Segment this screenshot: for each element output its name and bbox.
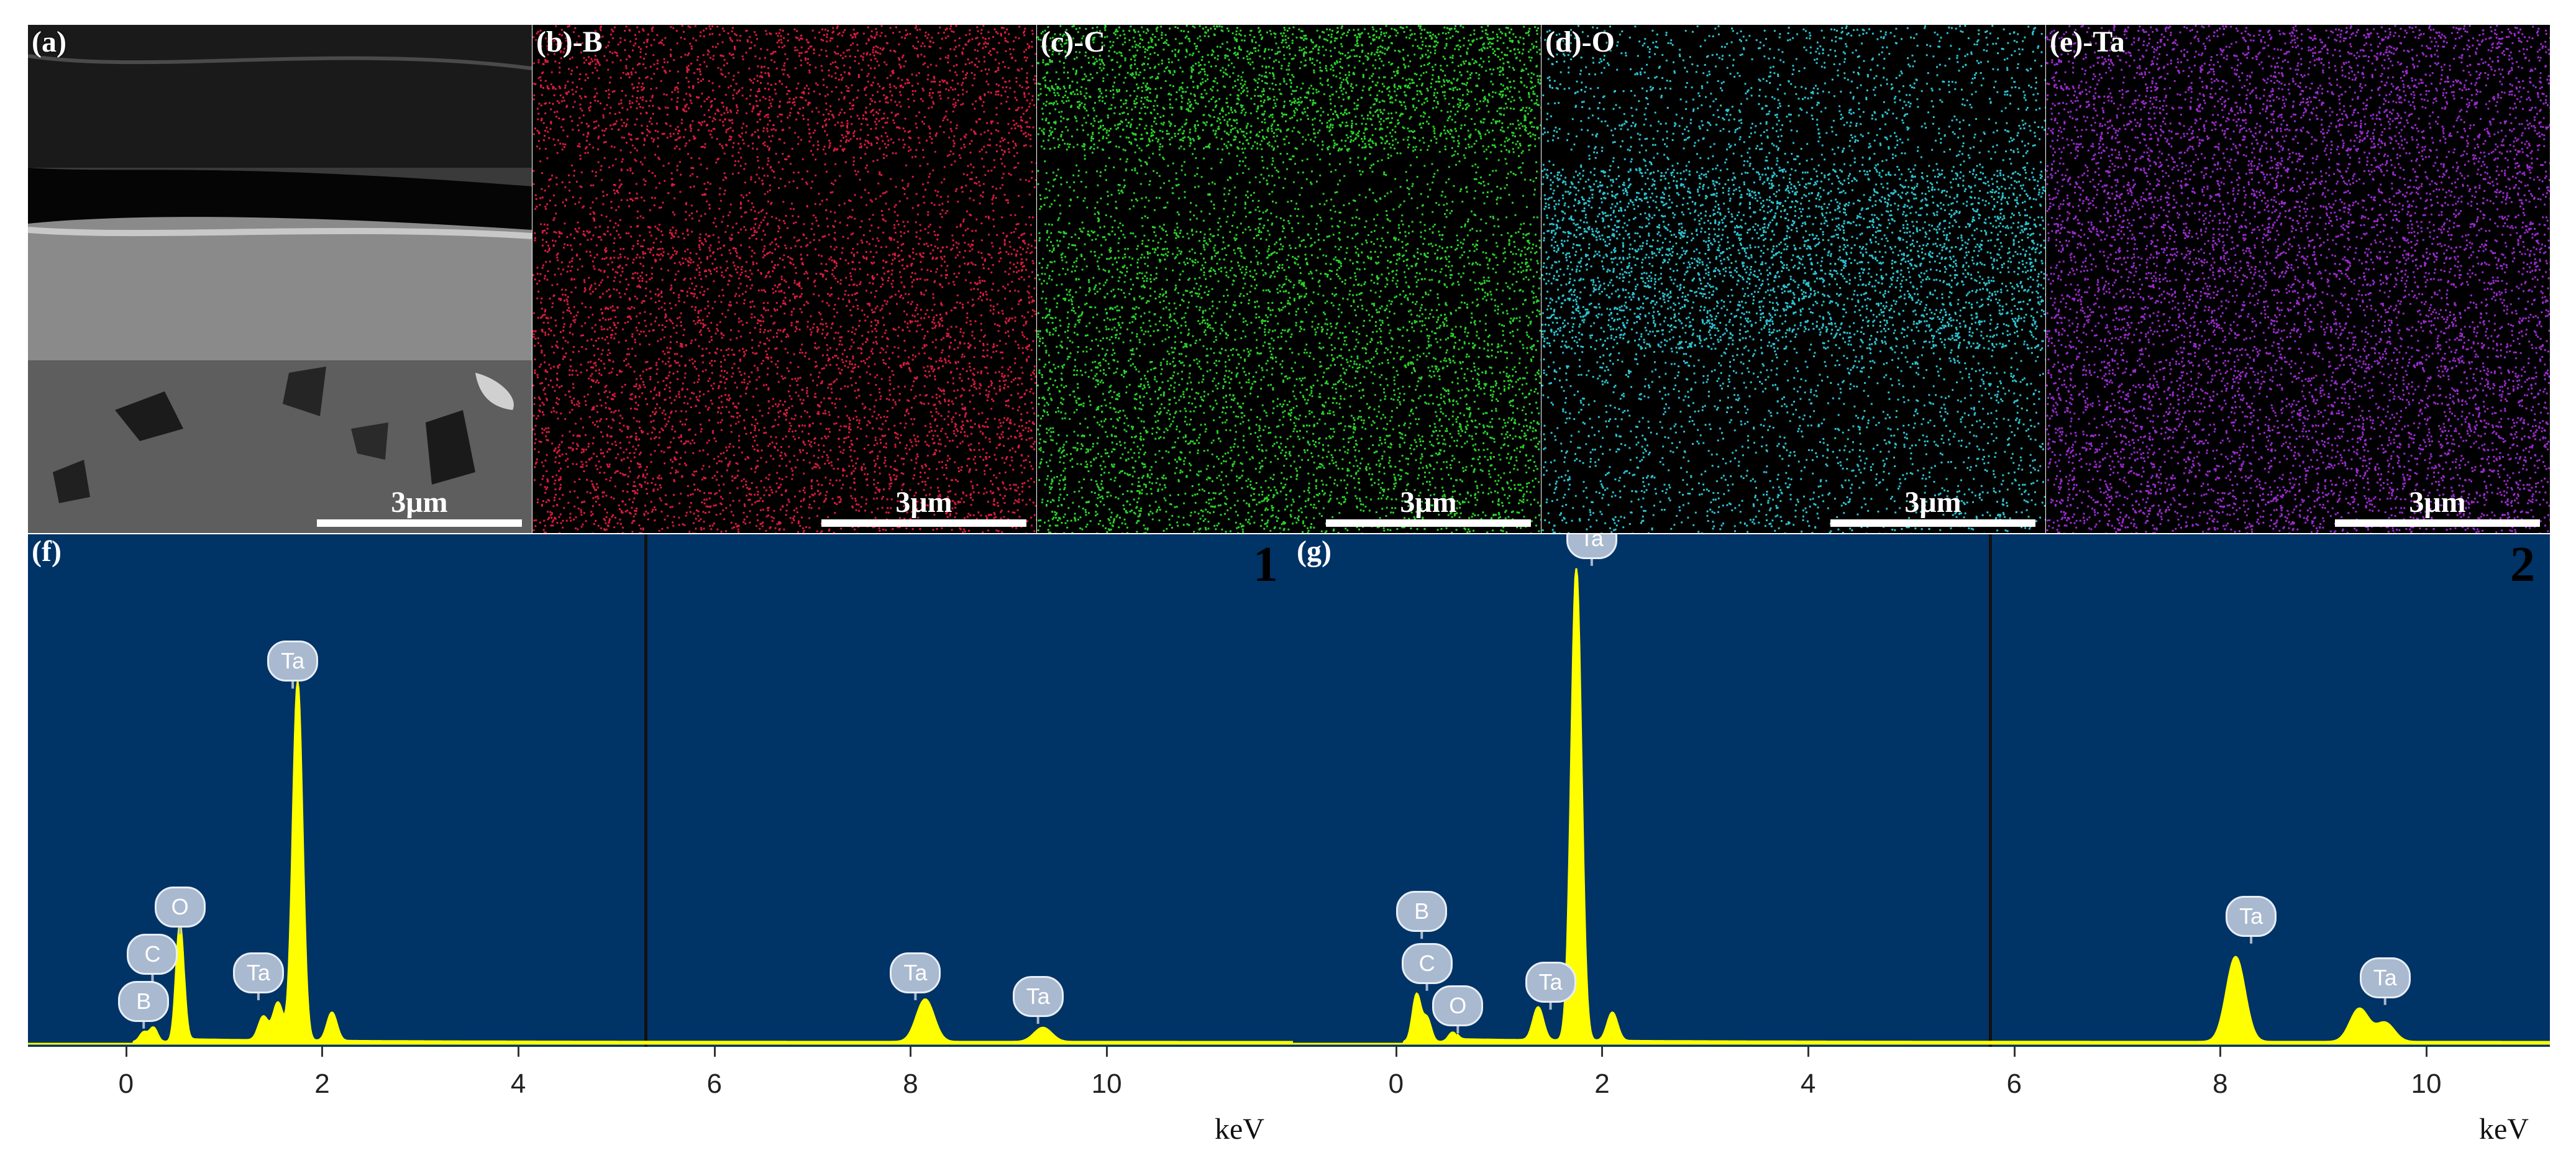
element-signal-dots [532, 25, 1036, 533]
peak-label-c: C [127, 933, 178, 975]
x-axis-tick [910, 1047, 912, 1057]
x-tick-label: 6 [706, 1069, 723, 1099]
eds-map-o-panel: (d)-O 3μm [1541, 25, 2045, 533]
x-axis-tick [125, 1047, 127, 1057]
peak-label-b: B [1396, 891, 1448, 933]
x-axis-tick [321, 1047, 324, 1057]
x-axis-tick [2219, 1047, 2222, 1057]
peak-label-o: O [154, 886, 206, 928]
peak-label-ta: Ta [1012, 976, 1064, 1017]
plot-divider [1989, 534, 1992, 1047]
x-tick-label: 4 [1800, 1069, 1816, 1099]
scale-bar-label: 3μm [391, 486, 448, 519]
x-tick-label: 6 [2006, 1069, 2022, 1099]
element-signal-dots [2046, 25, 2550, 533]
element-signal-dots [1037, 25, 1541, 533]
scale-bar-label: 3μm [1904, 486, 1962, 519]
scale-bar [1830, 519, 2035, 527]
peak-label-ta: Ta [890, 952, 941, 993]
x-tick-label: 0 [1388, 1069, 1404, 1099]
peak-label-o: O [1432, 985, 1484, 1027]
eds-map-c-panel: (c)-C 3μm [1037, 25, 1541, 533]
eds-map-ta-panel: (e)-Ta 3μm [2046, 25, 2550, 533]
x-axis-tick [2013, 1047, 2016, 1057]
eds-map-ta [2046, 25, 2550, 533]
sem-micrograph [28, 25, 532, 533]
scale-bar [821, 519, 1026, 527]
eds-map-o [1541, 25, 2045, 533]
scale-bar [317, 519, 522, 527]
scale-bar-label: 3μm [2409, 486, 2466, 519]
x-axis-tick [1106, 1047, 1108, 1057]
spectrum-series [1293, 568, 2550, 1045]
element-signal-dots [1541, 25, 2045, 533]
scale-bar [1326, 519, 1531, 527]
spectrum-series [28, 681, 1293, 1045]
peak-label-ta: Ta [267, 641, 319, 682]
plot-divider [644, 534, 647, 1047]
panel-label: (d)-O [1545, 25, 1615, 58]
eds-map-b-panel: (b)-B 3μm [532, 25, 1036, 533]
x-tick-label: 10 [1091, 1069, 1122, 1099]
x-axis-tick [1807, 1047, 1810, 1057]
eds-spectrum-panel-2: (g) 2 B C O Ta Ta Ta Ta [1293, 534, 2550, 1047]
scale-bar-label: 3μm [1400, 486, 1457, 519]
spectrum-number: 1 [1253, 537, 1278, 592]
panel-label: (a) [32, 25, 66, 58]
eds-spectrum-panel-1: (f) 1 B C O Ta Ta Ta Ta [28, 534, 1293, 1047]
x-axis-label: keV [1215, 1113, 1264, 1146]
peak-label-ta: Ta [2359, 957, 2411, 998]
x-axis-tick [713, 1047, 716, 1057]
panel-label: (b)-B [536, 25, 603, 58]
x-tick-label: 2 [1594, 1069, 1610, 1099]
panel-label: (e)-Ta [2050, 25, 2125, 58]
sem-image-panel: (a) 3μm [28, 25, 532, 533]
peak-label-c: C [1401, 942, 1453, 984]
x-axis-tick [1601, 1047, 1604, 1057]
peak-label-ta: Ta [2226, 895, 2277, 937]
eds-map-c [1037, 25, 1541, 533]
eds-map-b [532, 25, 1036, 533]
x-tick-label: 0 [118, 1069, 134, 1099]
x-tick-label: 10 [2411, 1069, 2442, 1099]
peak-label-ta: Ta [1566, 534, 1617, 559]
x-tick-label: 8 [903, 1069, 918, 1099]
scale-bar-label: 3μm [895, 486, 952, 519]
panel-label: (g) [1297, 535, 1331, 568]
scale-bar [2335, 519, 2540, 527]
peak-label-b: B [118, 980, 170, 1022]
peak-label-ta: Ta [232, 952, 284, 993]
x-tick-label: 4 [510, 1069, 526, 1099]
x-axis-label: keV [2479, 1113, 2529, 1146]
x-tick-label: 2 [314, 1069, 330, 1099]
spectrum-number: 2 [2510, 537, 2535, 592]
spectrum-plot [28, 677, 1293, 1045]
peak-label-ta: Ta [1525, 962, 1576, 1003]
panel-label: (c)-C [1041, 25, 1105, 58]
x-axis-tick [2426, 1047, 2428, 1057]
x-tick-label: 8 [2213, 1069, 2228, 1099]
x-axis-tick [518, 1047, 520, 1057]
panel-label: (f) [32, 535, 62, 568]
x-axis-tick [1395, 1047, 1397, 1057]
